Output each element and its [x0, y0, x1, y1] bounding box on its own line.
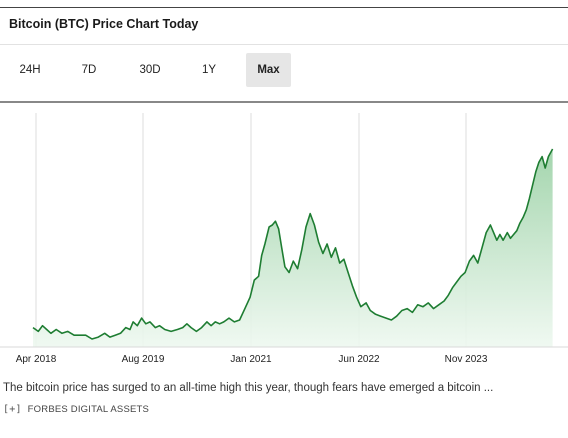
- tab-30d[interactable]: 30D: [139, 64, 161, 76]
- header-divider: [0, 44, 568, 45]
- x-tick-label: Jun 2022: [338, 354, 380, 365]
- image-credit: [+] FORBES DIGITAL ASSETS: [3, 404, 149, 415]
- chart-title: Bitcoin (BTC) Price Chart Today: [9, 17, 199, 31]
- x-tick-label: Nov 2023: [445, 354, 488, 365]
- price-line: [32, 148, 554, 340]
- range-tabs: 24H 7D 30D 1Y Max: [0, 53, 568, 89]
- expand-credit-button[interactable]: [+]: [3, 404, 22, 415]
- top-rule: [0, 7, 568, 8]
- tab-7d[interactable]: 7D: [81, 64, 97, 76]
- x-tick-label: Apr 2018: [16, 354, 57, 365]
- x-tick-label: Jan 2021: [230, 354, 272, 365]
- x-axis-ticks: Apr 2018 Aug 2019 Jan 2021 Jun 2022 Nov 2023: [16, 354, 488, 365]
- tab-24h[interactable]: 24H: [19, 64, 41, 76]
- tabs-underline: [0, 101, 568, 103]
- price-area: [33, 149, 553, 347]
- tab-max[interactable]: Max: [246, 53, 291, 87]
- credit-source: FORBES DIGITAL ASSETS: [27, 404, 150, 415]
- chart-caption: The bitcoin price has surged to an all-t…: [3, 382, 494, 394]
- tab-1y[interactable]: 1Y: [201, 64, 217, 76]
- x-tick-label: Aug 2019: [122, 354, 165, 365]
- price-chart: Apr 2018 Aug 2019 Jan 2021 Jun 2022 Nov 2023: [0, 113, 568, 365]
